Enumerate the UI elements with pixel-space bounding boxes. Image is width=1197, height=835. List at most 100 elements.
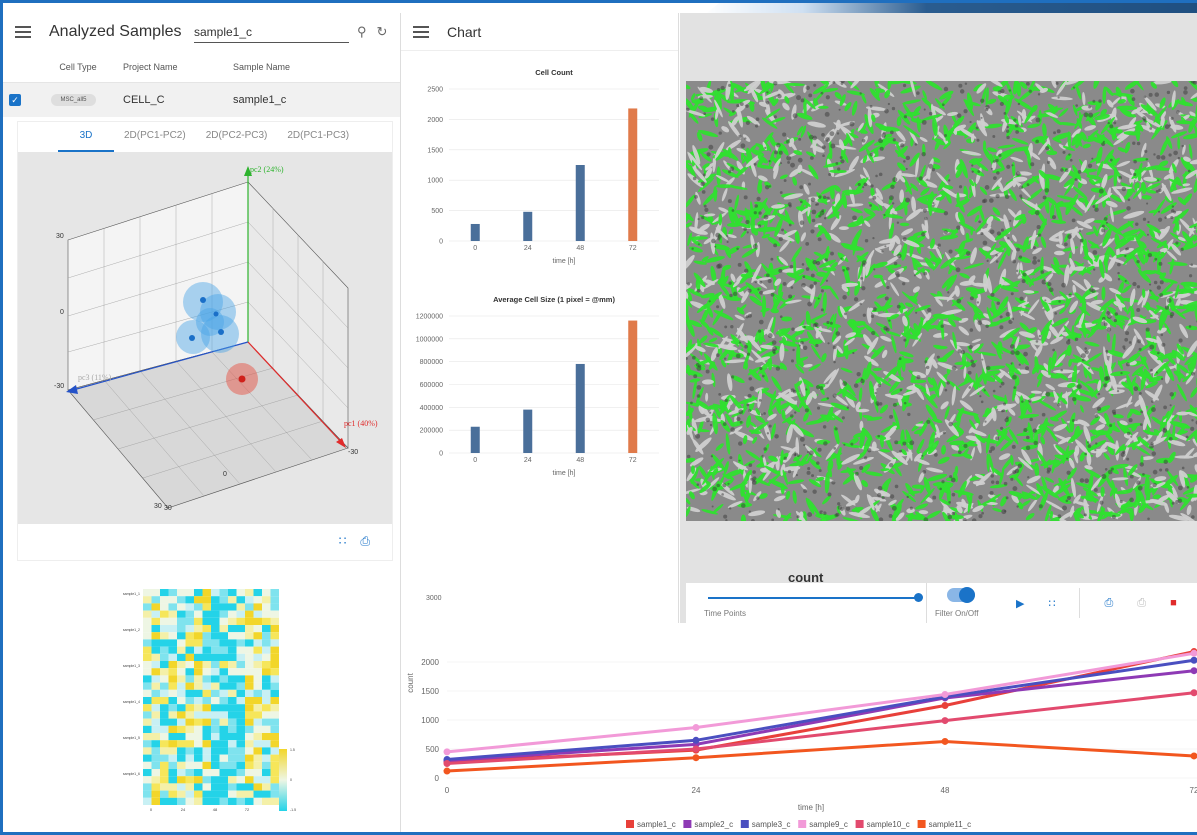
download-icon[interactable]: ⎙ <box>1104 596 1114 609</box>
heatmap-cell <box>202 725 211 733</box>
legend-swatch[interactable] <box>683 820 692 828</box>
tab-2d-pc1-pc3[interactable]: 2D(PC1-PC3) <box>287 130 350 141</box>
compress-icon[interactable]: ∷ <box>1048 597 1056 610</box>
cell-image[interactable] <box>686 81 1197 521</box>
legend-label[interactable]: sample11_c <box>929 820 972 829</box>
series-line[interactable] <box>446 651 1195 754</box>
heatmap-cell <box>143 790 152 798</box>
series-line[interactable] <box>446 739 1195 773</box>
data-point[interactable] <box>692 745 700 753</box>
heatmap-cell <box>185 589 194 597</box>
legend-swatch[interactable] <box>855 820 864 828</box>
y-tick-label: 1500 <box>421 687 439 696</box>
data-point[interactable] <box>692 736 700 744</box>
bar[interactable] <box>470 426 480 453</box>
tab-2d-pc2-pc3[interactable]: 2D(PC2-PC3) <box>205 130 268 141</box>
data-point[interactable] <box>443 748 451 756</box>
heatmap-cell <box>202 718 211 726</box>
data-point[interactable] <box>443 767 451 775</box>
heatmap-cell <box>151 675 160 683</box>
heatmap-cell <box>160 711 169 719</box>
bar[interactable] <box>575 165 585 241</box>
data-point[interactable] <box>941 702 949 709</box>
data-point[interactable] <box>1190 667 1197 675</box>
x-tick-label: 48 <box>941 786 950 795</box>
data-point[interactable] <box>1190 649 1197 657</box>
bar[interactable] <box>470 223 480 241</box>
bar[interactable] <box>523 409 533 453</box>
heatmap-cell <box>236 754 245 762</box>
filter-toggle[interactable] <box>947 587 975 603</box>
legend-label[interactable]: sample1_c <box>637 820 676 829</box>
data-point[interactable] <box>692 724 700 732</box>
pca-3d-plot[interactable]: pc2 (24%) pc3 (11%) pc1 (40%) 30 0 -30 3… <box>18 152 392 524</box>
heatmap-cell <box>160 668 169 676</box>
heatmap-cell <box>270 790 279 798</box>
heatmap-cell <box>211 682 220 690</box>
data-point[interactable] <box>443 760 451 767</box>
heatmap-cell <box>143 617 152 625</box>
heatmap-cell <box>211 675 220 683</box>
tab-3d[interactable]: 3D <box>58 122 114 152</box>
compress-icon[interactable]: ∷ <box>338 534 347 548</box>
col-sample-name[interactable]: Sample Name <box>233 61 291 72</box>
bar[interactable] <box>523 211 533 241</box>
bar[interactable] <box>628 320 638 453</box>
col-cell-type[interactable]: Cell Type <box>59 61 97 72</box>
menu-icon[interactable] <box>413 25 429 38</box>
heatmap-cell <box>185 639 194 647</box>
heatmap-cell <box>262 761 271 769</box>
delete-icon[interactable]: ■ <box>1170 597 1177 609</box>
search-icon[interactable]: ⚲ <box>357 24 367 39</box>
data-point[interactable] <box>941 690 949 698</box>
x-tick-label: 72 <box>1190 786 1197 795</box>
search-input[interactable]: sample1_c <box>194 21 349 43</box>
legend-swatch[interactable] <box>740 820 749 828</box>
legend-label[interactable]: sample9_c <box>809 820 848 829</box>
data-point[interactable] <box>941 717 949 725</box>
menu-icon[interactable] <box>15 26 31 38</box>
heatmap-cell <box>160 682 169 690</box>
heatmap-cell <box>245 797 254 805</box>
data-point[interactable] <box>1190 689 1197 697</box>
heatmap-cell <box>228 661 237 669</box>
legend-swatch[interactable] <box>917 820 926 828</box>
heatmap-cell <box>185 697 194 705</box>
table-row[interactable]: ✓ MSC_all5 CELL_C sample1_c <box>3 83 400 117</box>
x-tick-label: 0 <box>473 457 477 464</box>
heatmap-cell <box>219 797 228 805</box>
slider-handle[interactable] <box>914 593 923 602</box>
tab-2d-pc1-pc2[interactable]: 2D(PC1-PC2) <box>124 130 186 141</box>
heatmap-cell <box>245 675 254 683</box>
heatmap-cell <box>194 740 203 748</box>
col-project-name[interactable]: Project Name <box>123 61 178 72</box>
data-point[interactable] <box>941 737 949 745</box>
play-icon[interactable]: ▶ <box>1016 597 1025 610</box>
legend-label[interactable]: sample3_c <box>752 820 791 829</box>
series-line[interactable] <box>446 658 1195 761</box>
export-icon[interactable]: ⎙ <box>1137 596 1147 609</box>
heatmap-cell <box>160 769 169 777</box>
heatmap-cell <box>168 697 177 705</box>
legend-swatch[interactable] <box>626 820 634 828</box>
row-checkbox[interactable]: ✓ <box>9 94 21 106</box>
axis-label-pc2: pc2 (24%) <box>250 165 284 174</box>
heatmap-cell <box>211 653 220 661</box>
time-points-slider[interactable]: Time Points <box>686 583 926 623</box>
legend-label[interactable]: sample10_c <box>867 820 910 829</box>
legend-swatch[interactable] <box>798 820 807 828</box>
legend-label[interactable]: sample2_c <box>694 820 733 829</box>
data-point[interactable] <box>692 754 700 762</box>
heatmap-cell <box>177 783 186 791</box>
heatmap-cell <box>236 697 245 705</box>
bar[interactable] <box>575 363 585 453</box>
refresh-icon[interactable]: ↻ <box>376 24 388 39</box>
series-line[interactable] <box>446 691 1195 765</box>
heatmap-cell <box>185 725 194 733</box>
series-line[interactable] <box>446 669 1195 763</box>
heatmap-cell <box>270 653 279 661</box>
bar[interactable] <box>628 108 638 242</box>
data-point[interactable] <box>1190 656 1197 664</box>
data-point[interactable] <box>1190 752 1197 760</box>
download-icon[interactable]: ⎙ <box>360 533 370 548</box>
